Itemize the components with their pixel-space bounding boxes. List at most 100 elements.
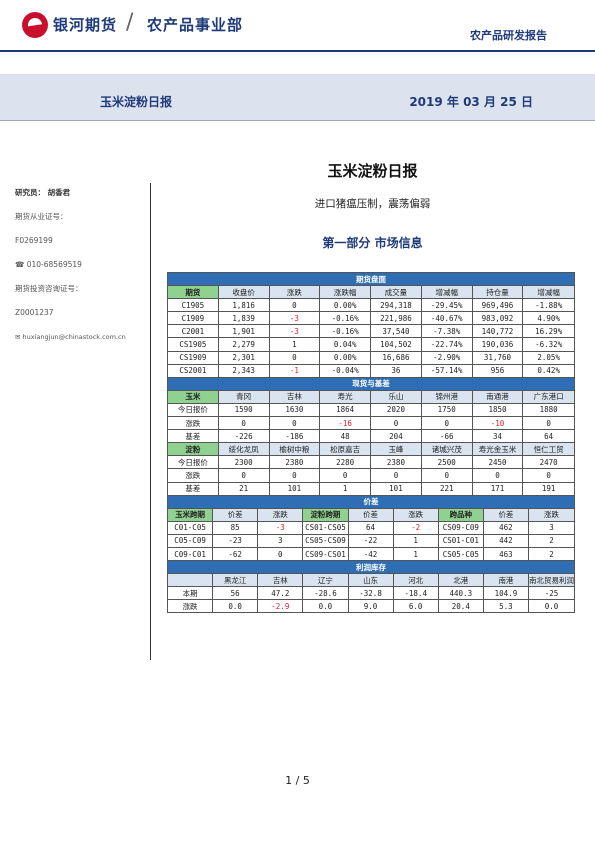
table-cell: 36 — [370, 363, 422, 378]
futures-row: CS1905 2,279 1 0.04% 104,502 -22.74% 190,036 -6… — [167, 337, 575, 352]
table-cell: 1750 — [420, 402, 473, 418]
table-cell: -2.9 — [257, 599, 304, 614]
table-cell: 涨跌 — [392, 507, 439, 522]
table-cell: 2300 — [217, 455, 270, 470]
advisor-label: 期货投资咨询证号： — [15, 284, 83, 293]
corn-row: 今日报价 1590 1630 1864 2020 1750 1850 1880 — [167, 402, 575, 418]
table-cell: 榆树中粮 — [268, 442, 321, 457]
page-number: 1 / 5 — [285, 774, 310, 787]
profit-section-title: 利润库存 — [167, 560, 575, 575]
table-cell: -23 — [212, 533, 259, 548]
spread-section-title: 价差 — [167, 494, 575, 509]
table-cell: 190,036 — [471, 337, 524, 352]
table-cell: 基差 — [167, 429, 219, 444]
table-cell: 0.00% — [319, 298, 372, 313]
table-cell: 0 — [268, 468, 321, 483]
starch-row: 今日报价 2300 2380 2280 2380 2500 2450 2470 — [167, 455, 575, 470]
table-cell: 0 — [319, 468, 372, 483]
spread-row: C09-C01 -62 0 CS09-CS01 -42 1 CS05-C05 463 2 — [166, 546, 575, 562]
table-cell: 3 — [528, 520, 575, 535]
table-cell: 价差 — [212, 507, 259, 522]
table-cell: -18.4 — [392, 586, 439, 601]
spread-section-row: 价差 — [167, 494, 575, 509]
logo-icon — [22, 12, 48, 38]
table-cell: 2 — [528, 546, 575, 562]
header-separator: / — [126, 10, 134, 35]
table-cell: 2380 — [268, 455, 321, 470]
table-cell: CS2001 — [167, 363, 219, 378]
band-rule — [0, 120, 595, 121]
table-cell: 171 — [471, 481, 524, 496]
table-cell: 0.0 — [302, 599, 349, 614]
table-cell: C09-C01 — [166, 546, 214, 562]
table-cell: 0 — [420, 416, 473, 431]
table-cell: -25 — [528, 586, 575, 601]
table-cell: 乐山 — [370, 389, 422, 404]
table-cell: CS05-CS09 — [302, 533, 349, 548]
table-cell: 0 — [522, 416, 575, 431]
advisor-number: Z0001237 — [15, 308, 54, 317]
table-cell: 21 — [217, 481, 270, 496]
table-cell: 1 — [392, 533, 439, 548]
table-cell: 涨跌 — [167, 416, 219, 431]
market-info-table: 期货盘面 期货 收盘价 涨跌 涨跌幅 成交量 增减幅 持仓量 增减幅 C1905 1,816 0 0.0… — [166, 271, 575, 614]
table-cell: 涨跌幅 — [319, 285, 372, 300]
table-cell: -0.16% — [319, 311, 372, 326]
spread-header-row: 玉米跨期 价差 涨跌 淀粉跨期 价差 涨跌 跨品种 价差 涨跌 — [166, 507, 575, 522]
table-cell: C05-C09 — [166, 533, 214, 548]
table-cell: 玉峰 — [370, 442, 422, 457]
table-cell: 涨跌 — [166, 599, 214, 614]
corn-row: 基差 -226 -186 48 204 -66 34 64 — [167, 429, 575, 444]
table-cell: 0 — [217, 468, 270, 483]
email-address[interactable]: ✉ huxiangjun@chinastock.com.cn — [15, 333, 126, 341]
table-cell: CS01-CS05 — [302, 520, 349, 535]
qualification-label: 期货从业证号： — [15, 212, 68, 221]
table-cell: C1909 — [167, 311, 219, 326]
table-cell: 191 — [522, 481, 575, 496]
futures-row: C1909 1,839 -3 -0.16% 221,986 -40.67% 983,092 4… — [167, 311, 575, 326]
table-cell: 涨跌 — [528, 507, 575, 522]
table-cell: -22 — [347, 533, 394, 548]
table-cell: 221,986 — [370, 311, 422, 326]
table-cell: C01-C05 — [166, 520, 214, 535]
table-cell: 松原嘉吉 — [319, 442, 372, 457]
table-cell: -3 — [268, 311, 321, 326]
table-cell: -7.38% — [420, 324, 473, 339]
table-cell: 48 — [319, 429, 372, 444]
table-cell: 104.9 — [482, 586, 530, 601]
table-cell: CS1909 — [167, 350, 219, 365]
table-cell: 2.05% — [522, 350, 575, 365]
table-cell: -0.16% — [319, 324, 372, 339]
table-cell: 涨跌 — [268, 285, 321, 300]
table-cell: 983,092 — [471, 311, 524, 326]
table-cell: 1590 — [217, 402, 270, 418]
table-cell: 收盘价 — [217, 285, 270, 300]
table-cell: 16.29% — [522, 324, 575, 339]
table-cell: 淀粉跨期 — [302, 507, 349, 522]
table-cell: 南通港 — [471, 389, 524, 404]
table-cell: CS09-CS01 — [302, 546, 349, 562]
table-cell: C2001 — [167, 324, 219, 339]
table-cell: 持仓量 — [471, 285, 524, 300]
table-cell: 1 — [268, 337, 321, 352]
table-cell: 1630 — [268, 402, 321, 418]
table-cell: 山东 — [347, 573, 394, 588]
table-cell: -32.8 — [347, 586, 394, 601]
table-cell: 期货 — [167, 285, 219, 300]
table-cell: -2 — [392, 520, 439, 535]
table-cell: 2500 — [420, 455, 473, 470]
table-cell: 0 — [257, 546, 304, 562]
table-cell: -42 — [347, 546, 394, 562]
header-rule — [0, 50, 595, 52]
table-cell: 今日报价 — [167, 455, 219, 470]
report-date: 2019 年 03 月 25 日 — [409, 95, 533, 109]
table-cell: 玉米 — [167, 389, 219, 404]
table-cell: 140,772 — [471, 324, 524, 339]
futures-row: CS2001 2,343 -1 -0.04% 36 -57.14% 956 0.42% — [167, 363, 575, 378]
section-heading: 第一部分 市场信息 — [322, 236, 423, 250]
table-cell: 1 — [392, 546, 439, 562]
futures-row: CS1909 2,301 0 0.00% 16,686 -2.90% 31,760 2.05% — [167, 350, 575, 365]
table-cell: 3 — [257, 533, 304, 548]
table-cell: -1 — [268, 363, 321, 378]
table-cell: 价差 — [347, 507, 394, 522]
